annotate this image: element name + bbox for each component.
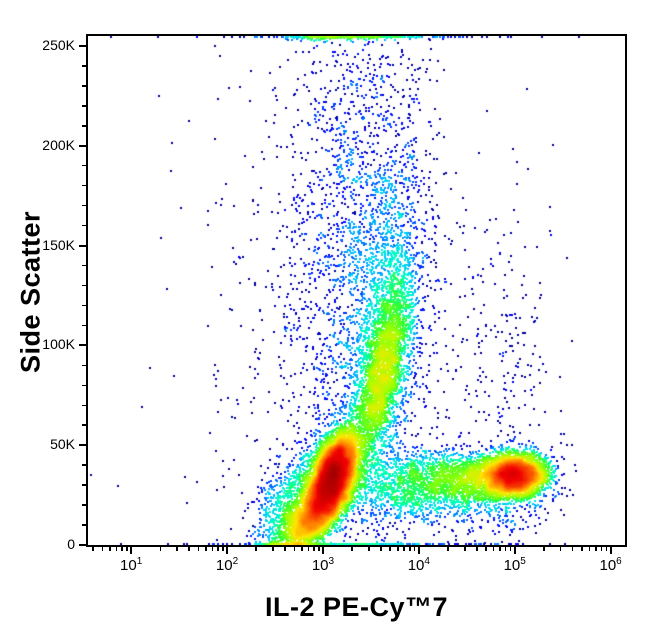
- x-axis-minor-tick: [504, 547, 507, 551]
- x-axis-minor-tick: [543, 547, 545, 551]
- x-axis-minor-tick: [409, 547, 411, 551]
- x-axis-tick-label: 101: [120, 556, 143, 574]
- x-axis-minor-tick: [313, 547, 315, 551]
- x-axis-major-tick: [513, 547, 516, 554]
- x-axis-minor-tick: [485, 547, 487, 551]
- x-axis-minor-tick: [351, 547, 353, 551]
- x-axis-minor-tick: [509, 547, 512, 551]
- y-axis-minor-tick: [82, 105, 86, 107]
- x-axis-tick-label: 104: [407, 556, 430, 574]
- y-axis-minor-tick: [82, 125, 86, 127]
- y-axis-minor-tick: [82, 364, 86, 367]
- x-axis-minor-tick: [176, 547, 178, 551]
- x-axis-minor-tick: [255, 547, 257, 551]
- x-axis-tick-label: 103: [311, 556, 335, 574]
- x-axis-tick-label: 106: [599, 556, 622, 574]
- y-axis-tick-label: 250K: [42, 36, 75, 53]
- y-axis-minor-tick: [82, 324, 86, 327]
- x-axis-major-tick: [226, 547, 229, 554]
- x-axis-minor-tick: [284, 547, 286, 551]
- x-axis-minor-tick: [413, 547, 416, 551]
- x-axis-major-tick: [321, 547, 324, 554]
- x-axis-minor-tick: [217, 547, 219, 551]
- y-axis-minor-tick: [82, 204, 86, 207]
- y-axis-minor-tick: [82, 384, 86, 387]
- x-axis-tick-label: 102: [215, 556, 239, 574]
- x-axis-major-tick: [417, 547, 420, 554]
- scatter-points-canvas: [88, 36, 625, 545]
- x-axis-minor-tick: [205, 547, 207, 551]
- x-axis-minor-tick: [272, 547, 274, 551]
- y-axis-tick-label: 100K: [42, 336, 75, 353]
- x-axis-minor-tick: [293, 547, 296, 551]
- x-axis-minor-tick: [595, 547, 597, 551]
- x-axis-minor-tick: [197, 547, 200, 551]
- y-axis-minor-tick: [82, 484, 86, 486]
- x-axis-minor-tick: [307, 547, 310, 551]
- x-axis-minor-tick: [301, 547, 303, 551]
- y-axis-major-tick: [79, 44, 86, 47]
- y-axis-major-tick: [79, 344, 86, 347]
- x-axis-minor-tick: [159, 547, 162, 551]
- x-axis-minor-tick: [115, 547, 118, 551]
- y-axis-major-tick: [79, 144, 86, 147]
- y-axis-major-tick: [79, 544, 86, 546]
- x-axis-minor-tick: [464, 547, 466, 551]
- y-axis-minor-tick: [82, 85, 86, 87]
- x-axis-tick-label: 105: [503, 556, 526, 574]
- y-axis-minor-tick: [82, 65, 86, 67]
- x-axis-minor-tick: [571, 547, 574, 551]
- x-axis-minor-tick: [92, 547, 94, 551]
- x-axis-minor-tick: [211, 547, 214, 551]
- y-axis-minor-tick: [82, 304, 86, 307]
- x-axis-major-tick: [130, 547, 133, 554]
- y-axis-major-tick: [79, 444, 86, 447]
- x-axis-minor-tick: [588, 547, 591, 551]
- x-axis-minor-tick: [101, 547, 104, 551]
- x-axis-minor-tick: [605, 547, 608, 551]
- y-axis-minor-tick: [82, 424, 86, 426]
- x-axis-minor-tick: [368, 547, 370, 551]
- x-axis-major-tick: [609, 547, 612, 554]
- y-axis-tick-label: 150K: [42, 236, 75, 253]
- x-axis-minor-tick: [109, 547, 111, 551]
- x-axis-minor-tick: [389, 547, 391, 551]
- x-axis-minor-tick: [403, 547, 405, 551]
- x-axis-minor-tick: [559, 547, 562, 551]
- x-axis-minor-tick: [476, 547, 478, 551]
- x-axis-minor-tick: [447, 547, 449, 551]
- y-axis-title: Side Scatter: [15, 210, 46, 374]
- y-axis-minor-tick: [82, 264, 86, 267]
- y-axis-tick-label: 0: [67, 536, 75, 552]
- x-axis-minor-tick: [600, 547, 603, 551]
- x-axis-minor-tick: [126, 547, 128, 551]
- x-axis-minor-tick: [492, 547, 495, 551]
- y-axis-major-tick: [79, 244, 86, 247]
- y-axis-minor-tick: [82, 284, 86, 287]
- y-axis-minor-tick: [82, 464, 86, 466]
- y-axis-minor-tick: [82, 504, 86, 506]
- x-axis-minor-tick: [188, 547, 190, 551]
- x-axis-minor-tick: [581, 547, 583, 551]
- x-axis-minor-tick: [121, 547, 123, 551]
- y-axis-minor-tick: [82, 184, 86, 187]
- x-axis-title: IL-2 PE-Cy™7: [264, 592, 449, 622]
- x-axis-minor-tick: [318, 547, 320, 551]
- x-axis-minor-tick: [499, 547, 501, 551]
- x-axis-minor-tick: [380, 547, 382, 551]
- y-axis-tick-label: 50K: [50, 436, 75, 453]
- y-axis-minor-tick: [82, 224, 86, 227]
- x-axis-minor-tick: [222, 547, 224, 551]
- y-axis-tick-label: 200K: [42, 136, 75, 153]
- y-axis-minor-tick: [82, 164, 86, 167]
- y-axis-minor-tick: [82, 524, 86, 526]
- y-axis-minor-tick: [82, 404, 86, 407]
- x-axis-minor-tick: [397, 547, 399, 551]
